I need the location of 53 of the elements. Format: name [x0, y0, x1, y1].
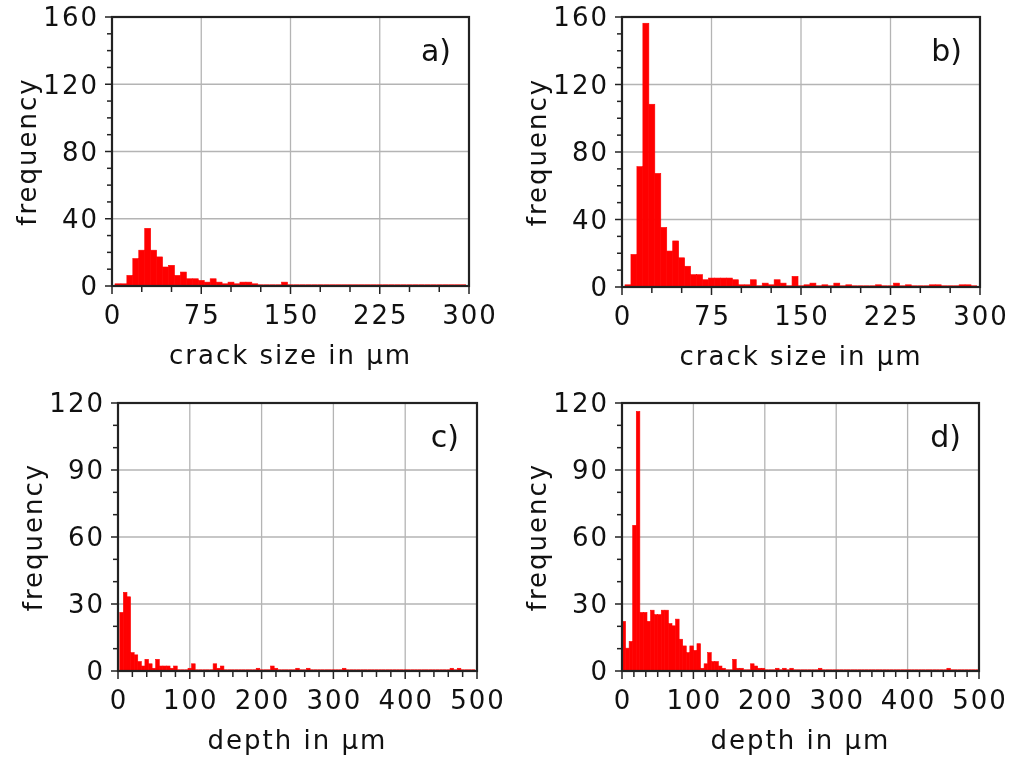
x-tick-label: 100 [162, 685, 219, 715]
y-tick-label: 0 [86, 656, 105, 687]
y-tick-label: 30 [67, 589, 105, 620]
x-axis-title: depth in µm [207, 725, 388, 755]
y-tick-label: 90 [571, 455, 609, 486]
x-tick-label: 100 [666, 685, 723, 715]
y-tick-label: 60 [67, 522, 105, 553]
x-tick-label: 200 [234, 685, 291, 715]
y-tick-label: 160 [43, 2, 99, 33]
y-axis-title: frequency [12, 77, 42, 226]
y-tick-label: 0 [80, 271, 99, 302]
y-tick-label: 90 [67, 455, 105, 486]
x-tick-label: 75 [183, 300, 221, 330]
x-tick-label: 0 [613, 301, 633, 331]
y-tick-label: 40 [61, 204, 99, 235]
annotation: b) [931, 33, 962, 68]
y-tick-label: 120 [553, 388, 609, 419]
x-tick-label: 0 [109, 685, 129, 715]
x-tick-label: 225 [863, 301, 920, 331]
y-tick-label: 30 [571, 589, 609, 620]
x-tick-label: 500 [952, 685, 1008, 715]
y-axis-title: frequency [522, 77, 552, 227]
x-tick-label: 75 [693, 301, 732, 331]
x-tick-label: 400 [880, 685, 937, 715]
y-tick-label: 40 [571, 204, 609, 235]
x-tick-label: 300 [442, 300, 498, 330]
y-tick-label: 80 [61, 136, 99, 167]
x-axis-title: crack size in µm [168, 340, 413, 370]
x-tick-label: 300 [953, 301, 1009, 331]
y-tick-label: 160 [553, 2, 609, 33]
x-tick-label: 400 [378, 685, 435, 715]
x-tick-label: 0 [613, 685, 633, 715]
x-tick-label: 300 [306, 685, 363, 715]
x-tick-label: 225 [352, 300, 409, 330]
y-axis-title: frequency [522, 462, 552, 612]
y-tick-label: 60 [571, 522, 609, 553]
y-tick-label: 120 [49, 388, 105, 419]
annotation: a) [420, 33, 451, 68]
x-tick-label: 150 [263, 300, 320, 330]
y-tick-label: 120 [553, 69, 609, 100]
x-tick-label: 150 [774, 301, 830, 331]
y-tick-label: 0 [590, 272, 609, 303]
annotation: d) [930, 419, 961, 454]
x-tick-label: 200 [737, 685, 794, 715]
y-axis-title: frequency [18, 462, 48, 612]
x-tick-label: 300 [809, 685, 866, 715]
annotation: c) [430, 419, 459, 454]
x-axis-title: depth in µm [710, 725, 891, 755]
y-tick-label: 120 [43, 69, 99, 100]
y-tick-label: 0 [590, 656, 609, 687]
y-tick-label: 80 [571, 137, 609, 168]
x-axis-title: crack size in µm [679, 341, 923, 371]
x-tick-label: 500 [450, 685, 506, 715]
